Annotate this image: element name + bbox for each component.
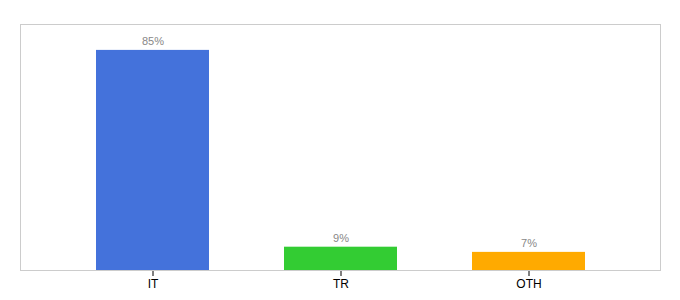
svg-text:IT: IT: [148, 277, 159, 291]
svg-text:OTH: OTH: [516, 277, 541, 291]
svg-text:TR: TR: [333, 277, 349, 291]
svg-text:9%: 9%: [333, 232, 349, 244]
svg-text:85%: 85%: [142, 35, 164, 47]
svg-text:7%: 7%: [521, 237, 537, 249]
